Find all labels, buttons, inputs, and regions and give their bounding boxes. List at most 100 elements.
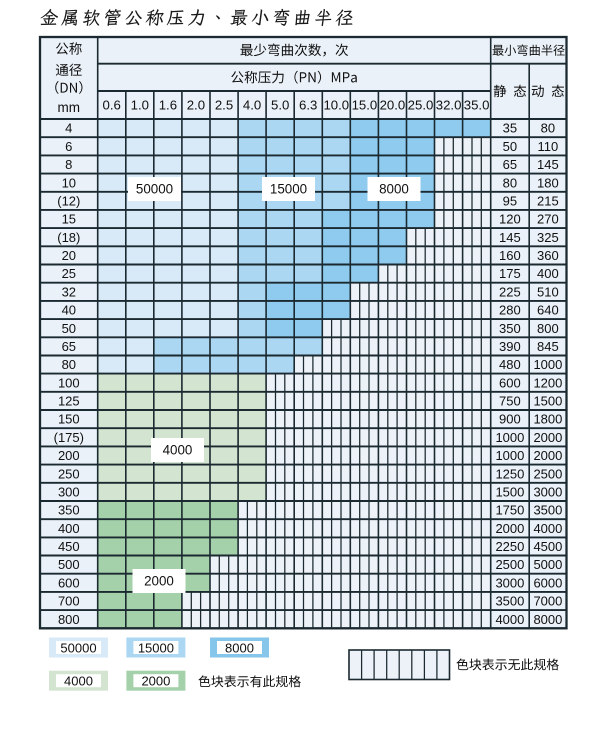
svg-text:110: 110: [538, 139, 559, 154]
svg-text:325: 325: [537, 230, 559, 245]
svg-text:400: 400: [58, 521, 80, 536]
svg-text:25: 25: [62, 266, 76, 281]
svg-text:450: 450: [58, 539, 80, 554]
svg-text:2000: 2000: [533, 430, 562, 445]
svg-text:50: 50: [62, 321, 76, 336]
svg-text:10: 10: [62, 175, 76, 190]
svg-text:8000: 8000: [379, 182, 409, 197]
svg-text:500: 500: [58, 557, 80, 572]
svg-text:640: 640: [537, 303, 559, 318]
svg-text:510: 510: [537, 284, 559, 299]
svg-text:mm: mm: [58, 100, 81, 115]
svg-text:32: 32: [62, 284, 76, 299]
svg-text:95: 95: [503, 194, 517, 209]
svg-text:2500: 2500: [533, 466, 562, 481]
svg-text:5.0: 5.0: [271, 98, 289, 113]
svg-text:1000: 1000: [495, 430, 524, 445]
svg-text:80: 80: [503, 175, 517, 190]
svg-text:100: 100: [58, 375, 80, 390]
svg-text:120: 120: [499, 212, 521, 227]
svg-text:2000: 2000: [495, 521, 524, 536]
svg-text:4000: 4000: [64, 674, 93, 689]
svg-text:1500: 1500: [495, 485, 524, 500]
svg-text:10.0: 10.0: [323, 98, 349, 113]
svg-text:480: 480: [499, 357, 521, 372]
svg-text:600: 600: [58, 575, 80, 590]
svg-text:4000: 4000: [163, 443, 193, 458]
svg-text:15000: 15000: [270, 182, 307, 197]
svg-text:350: 350: [499, 321, 521, 336]
svg-text:4500: 4500: [533, 539, 562, 554]
svg-text:145: 145: [499, 230, 521, 245]
svg-text:750: 750: [499, 394, 521, 409]
svg-text:7000: 7000: [533, 594, 562, 609]
svg-text:65: 65: [503, 157, 517, 172]
svg-text:50: 50: [503, 139, 517, 154]
svg-text:180: 180: [537, 175, 559, 190]
svg-text:65: 65: [62, 339, 76, 354]
svg-text:600: 600: [499, 375, 521, 390]
svg-text:800: 800: [537, 321, 559, 336]
svg-text:(175): (175): [54, 430, 84, 445]
svg-text:145: 145: [537, 157, 559, 172]
svg-text:2250: 2250: [495, 539, 524, 554]
svg-text:1250: 1250: [495, 466, 524, 481]
svg-text:1000: 1000: [495, 448, 524, 463]
svg-text:35: 35: [503, 121, 517, 136]
svg-text:(12): (12): [57, 194, 80, 209]
svg-text:2000: 2000: [533, 448, 562, 463]
svg-text:280: 280: [499, 303, 521, 318]
svg-text:125: 125: [58, 394, 80, 409]
svg-text:6: 6: [65, 139, 72, 154]
svg-text:4.0: 4.0: [243, 98, 261, 113]
svg-text:200: 200: [58, 448, 80, 463]
svg-text:8: 8: [65, 157, 72, 172]
svg-text:215: 215: [537, 194, 559, 209]
svg-text:20.0: 20.0: [380, 98, 406, 113]
svg-text:50000: 50000: [136, 182, 173, 197]
svg-text:4: 4: [65, 121, 72, 136]
svg-text:900: 900: [499, 412, 521, 427]
svg-text:50000: 50000: [60, 640, 96, 655]
svg-text:360: 360: [537, 248, 559, 263]
svg-text:225: 225: [499, 284, 521, 299]
svg-text:2500: 2500: [495, 557, 524, 572]
svg-text:2.5: 2.5: [215, 98, 233, 113]
svg-text:2000: 2000: [144, 574, 174, 589]
svg-text:3500: 3500: [495, 594, 524, 609]
svg-text:8000: 8000: [225, 640, 254, 655]
svg-text:1000: 1000: [533, 357, 562, 372]
svg-text:350: 350: [58, 503, 80, 518]
svg-text:80: 80: [62, 357, 76, 372]
svg-text:270: 270: [537, 212, 559, 227]
svg-text:20: 20: [62, 248, 76, 263]
svg-text:400: 400: [537, 266, 559, 281]
svg-text:5000: 5000: [533, 557, 562, 572]
svg-text:250: 250: [58, 466, 80, 481]
svg-text:700: 700: [58, 594, 80, 609]
svg-text:1500: 1500: [533, 394, 562, 409]
svg-text:15: 15: [62, 212, 76, 227]
svg-text:15000: 15000: [138, 640, 174, 655]
svg-text:800: 800: [58, 612, 80, 627]
svg-text:1800: 1800: [533, 412, 562, 427]
svg-text:40: 40: [62, 303, 76, 318]
svg-text:1.6: 1.6: [159, 98, 177, 113]
svg-text:1750: 1750: [495, 503, 524, 518]
svg-text:4000: 4000: [533, 521, 562, 536]
svg-text:390: 390: [499, 339, 521, 354]
svg-text:160: 160: [499, 248, 521, 263]
svg-text:35.0: 35.0: [464, 98, 490, 113]
svg-text:80: 80: [541, 121, 555, 136]
svg-text:3000: 3000: [533, 485, 562, 500]
svg-text:150: 150: [58, 412, 80, 427]
svg-text:(18): (18): [57, 230, 80, 245]
svg-text:3000: 3000: [495, 575, 524, 590]
svg-text:0.6: 0.6: [103, 98, 121, 113]
svg-text:25.0: 25.0: [408, 98, 434, 113]
svg-text:2000: 2000: [141, 674, 170, 689]
svg-text:6000: 6000: [533, 575, 562, 590]
svg-text:2.0: 2.0: [187, 98, 205, 113]
svg-text:1200: 1200: [533, 375, 562, 390]
svg-text:300: 300: [58, 485, 80, 500]
